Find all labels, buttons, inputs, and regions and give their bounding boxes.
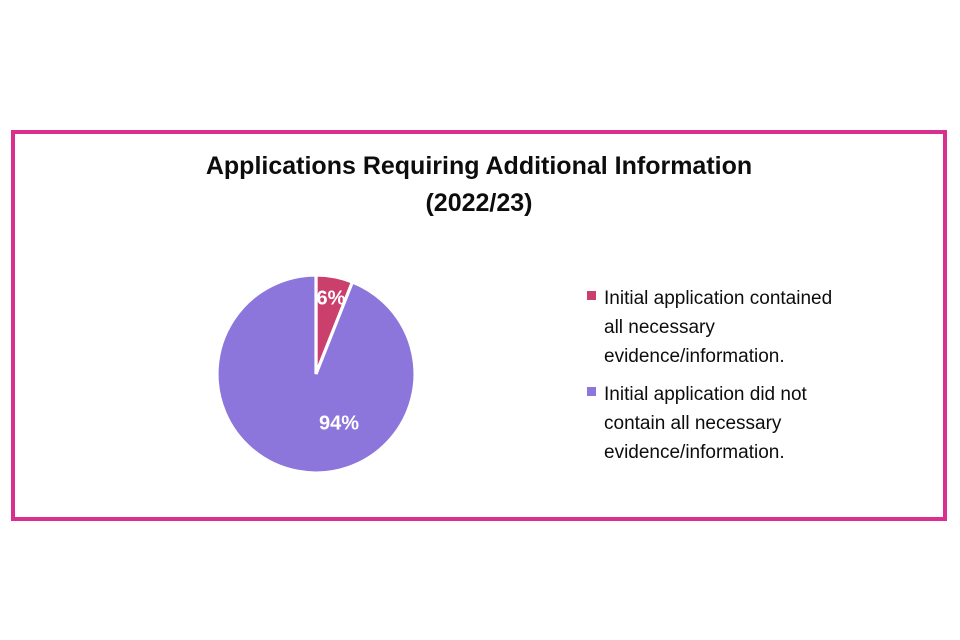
pie-data-label-not-contained: 94% (318, 412, 360, 435)
pie-slice (215, 273, 417, 475)
chart-title: Applications Requiring Additional Inform… (15, 148, 943, 222)
legend-line: evidence/information. (604, 442, 785, 463)
legend-line: Initial application did not (604, 384, 807, 405)
legend-line: evidence/information. (604, 346, 785, 367)
legend-line: contain all necessary (604, 413, 782, 434)
legend-text-contained: Initial application contained all necess… (604, 284, 832, 371)
legend-swatch-purple-icon (587, 387, 596, 396)
chart-frame: Applications Requiring Additional Inform… (11, 130, 947, 521)
legend-line: Initial application contained (604, 288, 833, 309)
pie-data-label-contained: 6% (316, 287, 346, 310)
legend-line: all necessary (604, 317, 715, 338)
pie-chart (215, 273, 417, 475)
legend-item-not-contained: Initial application did not contain all … (587, 380, 887, 467)
legend-text-not-contained: Initial application did not contain all … (604, 380, 807, 467)
legend: Initial application contained all necess… (587, 284, 887, 476)
legend-swatch-pink-icon (587, 291, 596, 300)
chart-title-line2: (2022/23) (425, 189, 533, 217)
chart-title-line1: Applications Requiring Additional Inform… (205, 152, 753, 180)
legend-item-contained: Initial application contained all necess… (587, 284, 887, 371)
